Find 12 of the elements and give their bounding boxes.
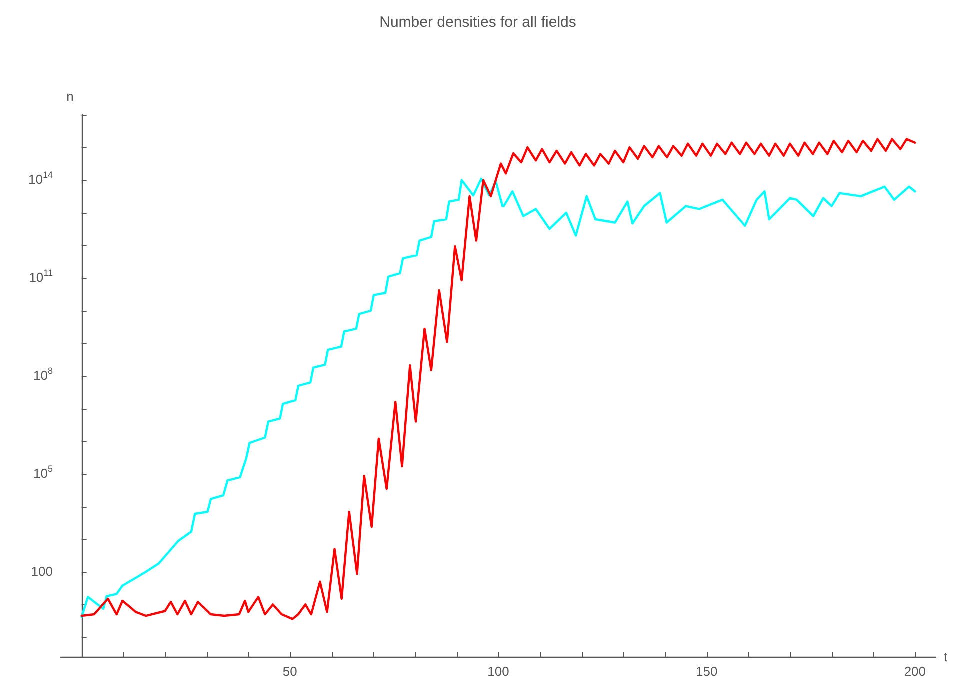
x-tick-label: 50 bbox=[282, 664, 298, 679]
x-tick-label: 200 bbox=[904, 664, 926, 679]
x-tick-label: 150 bbox=[696, 664, 718, 679]
y-tick-label: 100 bbox=[31, 563, 53, 582]
x-axis-title: t bbox=[944, 650, 948, 664]
y-tick-label: 10$^{11}$ bbox=[29, 268, 53, 288]
y-axis-title: n bbox=[66, 89, 74, 104]
chart-title: Number densities for all fields bbox=[380, 14, 576, 31]
y-tick-label: 10$^{5}$ bbox=[34, 464, 53, 484]
y-tick-label: 10$^{14}$ bbox=[28, 170, 53, 190]
y-tick-label: 10$^{8}$ bbox=[34, 366, 53, 386]
x-tick-label: 100 bbox=[488, 664, 510, 679]
